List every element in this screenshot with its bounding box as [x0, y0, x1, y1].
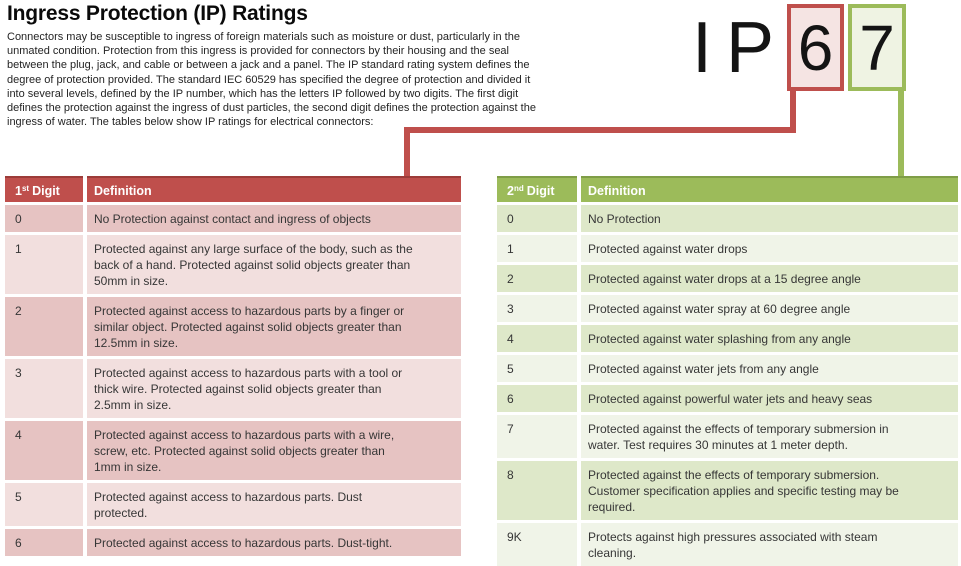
table-row: 3 Protected against water spray at 60 de… [497, 295, 958, 322]
definition-cell: Protected against water jets from any an… [581, 355, 958, 382]
table-header: 2nd Digit Definition [497, 176, 958, 202]
table-row: 9K Protects against high pressures assoc… [497, 523, 958, 566]
table-row: 2 Protected against water drops at a 15 … [497, 265, 958, 292]
digit-cell: 3 [5, 359, 83, 418]
digit-cell: 1 [497, 235, 577, 262]
digit-header-number: 1 [15, 184, 22, 198]
column-header-digit: 1st Digit [5, 176, 83, 202]
second-digit-box: 7 [848, 4, 906, 91]
digit-cell: 4 [497, 325, 577, 352]
digit-header-word: Digit [32, 184, 60, 198]
definition-cell: Protected against access to hazardous pa… [87, 297, 461, 356]
digit-cell: 5 [5, 483, 83, 526]
digit-cell: 0 [5, 205, 83, 232]
table-row: 0 No Protection [497, 205, 958, 232]
digit-header-word: Digit [526, 184, 555, 198]
digit-cell: 3 [497, 295, 577, 322]
table-row: 6 Protected against powerful water jets … [497, 385, 958, 412]
definition-cell: Protected against the effects of tempora… [581, 461, 958, 520]
digit-header-number: 2 [507, 184, 514, 198]
table-row: 0 No Protection against contact and ingr… [5, 205, 461, 232]
definition-cell: Protected against access to hazardous pa… [87, 421, 461, 480]
first-digit-connector-to-table [404, 127, 410, 176]
definition-cell: Protected against water drops [581, 235, 958, 262]
intro-paragraph: Connectors may be susceptible to ingress… [7, 31, 536, 129]
table-row: 2 Protected against access to hazardous … [5, 297, 461, 356]
table-row: 1 Protected against water drops [497, 235, 958, 262]
table-row: 1 Protected against any large surface of… [5, 235, 461, 294]
definition-cell: No Protection against contact and ingres… [87, 205, 461, 232]
digit-cell: 8 [497, 461, 577, 520]
table-row: 8 Protected against the effects of tempo… [497, 461, 958, 520]
digit-header-ordinal: st [21, 184, 30, 193]
digit-cell: 9K [497, 523, 577, 566]
digit-cell: 2 [497, 265, 577, 292]
second-digit-table: 2nd Digit Definition 0 No Protection 1 Pr… [497, 176, 958, 566]
digit-cell: 6 [497, 385, 577, 412]
digit-cell: 5 [497, 355, 577, 382]
column-header-definition: Definition [87, 176, 461, 202]
first-digit-box: 6 [787, 4, 844, 91]
column-header-definition: Definition [581, 176, 958, 202]
first-digit-table: 1st Digit Definition 0 No Protection agai… [5, 176, 461, 559]
first-digit-connector-drop [790, 91, 796, 133]
table-row: 7 Protected against the effects of tempo… [497, 415, 958, 458]
digit-header-ordinal: nd [513, 184, 524, 193]
table-row: 5 Protected against access to hazardous … [5, 483, 461, 526]
digit-cell: 4 [5, 421, 83, 480]
definition-cell: Protected against access to hazardous pa… [87, 359, 461, 418]
definition-cell: Protected against any large surface of t… [87, 235, 461, 294]
table-row: 3 Protected against access to hazardous … [5, 359, 461, 418]
table-row: 6 Protected against access to hazardous … [5, 529, 461, 556]
definition-cell: Protected against water drops at a 15 de… [581, 265, 958, 292]
definition-cell: Protected against water spray at 60 degr… [581, 295, 958, 322]
first-digit-connector-horizontal [404, 127, 796, 133]
digit-cell: 7 [497, 415, 577, 458]
definition-cell: Protected against access to hazardous pa… [87, 483, 461, 526]
table-row: 4 Protected against water splashing from… [497, 325, 958, 352]
digit-cell: 0 [497, 205, 577, 232]
definition-cell: Protects against high pressures associat… [581, 523, 958, 566]
second-digit-connector-to-table [898, 91, 904, 176]
digit-cell: 6 [5, 529, 83, 556]
definition-cell: Protected against access to hazardous pa… [87, 529, 461, 556]
digit-cell: 1 [5, 235, 83, 294]
definition-cell: Protected against water splashing from a… [581, 325, 958, 352]
table-row: 5 Protected against water jets from any … [497, 355, 958, 382]
digit-cell: 2 [5, 297, 83, 356]
column-header-digit: 2nd Digit [497, 176, 577, 202]
table-header: 1st Digit Definition [5, 176, 461, 202]
table-body: 0 No Protection against contact and ingr… [5, 205, 461, 556]
definition-cell: Protected against the effects of tempora… [581, 415, 958, 458]
table-body: 0 No Protection 1 Protected against wate… [497, 205, 958, 566]
definition-cell: No Protection [581, 205, 958, 232]
table-row: 4 Protected against access to hazardous … [5, 421, 461, 480]
definition-cell: Protected against powerful water jets an… [581, 385, 958, 412]
ip-prefix-letters: IP [692, 8, 789, 88]
page-title: Ingress Protection (IP) Ratings [7, 2, 308, 25]
